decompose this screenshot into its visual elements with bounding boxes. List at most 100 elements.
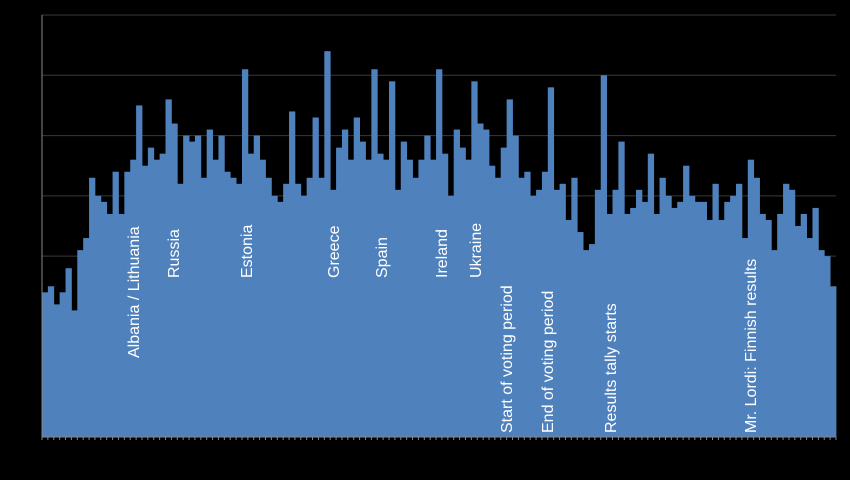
bar [341, 129, 349, 438]
bar [730, 195, 737, 437]
bar [189, 141, 196, 437]
annotation: Ukraine [468, 223, 485, 278]
bar [71, 310, 78, 437]
bar [400, 141, 408, 437]
bar [47, 286, 55, 437]
bar [788, 189, 796, 437]
bar [42, 292, 49, 437]
bar [683, 165, 690, 437]
bar [365, 159, 372, 437]
bar [618, 141, 625, 437]
bar [106, 213, 113, 437]
bar [330, 189, 337, 437]
bar [212, 159, 219, 437]
bar [547, 87, 555, 437]
bar [118, 213, 125, 437]
bar [253, 135, 261, 438]
bar [441, 153, 449, 437]
bar [477, 123, 484, 437]
bar [83, 238, 90, 437]
bar [130, 159, 137, 437]
bar [806, 238, 813, 437]
annotation: Ireland [434, 229, 451, 278]
bar [247, 153, 255, 437]
bar [94, 195, 102, 437]
bar [783, 183, 790, 437]
bar [183, 135, 190, 438]
bar [488, 165, 496, 437]
bar [830, 286, 837, 437]
bar [300, 195, 308, 437]
bar [818, 250, 825, 437]
bar [171, 123, 178, 437]
bar [659, 177, 666, 437]
bar [65, 268, 72, 437]
bar [436, 69, 443, 437]
bar [718, 219, 725, 437]
annotation: Estonia [239, 225, 256, 278]
bar [494, 177, 502, 437]
bar [394, 189, 402, 437]
annotation: Greece [326, 225, 343, 278]
bar [800, 213, 807, 437]
bar [741, 238, 749, 437]
bar [524, 171, 531, 437]
bar [553, 189, 560, 437]
bar [671, 207, 678, 437]
bar [506, 99, 513, 438]
bar [147, 147, 155, 437]
bar [359, 141, 366, 437]
bar [712, 183, 719, 437]
bar [583, 250, 590, 437]
bar [383, 159, 390, 437]
bar [294, 183, 302, 437]
bar [77, 250, 84, 437]
bar [418, 159, 425, 437]
bar [206, 129, 213, 438]
bar [736, 183, 743, 437]
bar [100, 201, 108, 437]
bar [236, 183, 243, 437]
bar [347, 159, 355, 437]
bar [230, 177, 237, 437]
bar [812, 207, 819, 437]
bar [265, 177, 272, 437]
annotation: Spain [374, 237, 391, 278]
bar [389, 81, 396, 438]
bar [53, 304, 61, 437]
bar [165, 99, 172, 438]
bar [459, 147, 466, 437]
bar [636, 189, 643, 437]
bar [353, 117, 360, 437]
annotation: End of voting period [540, 291, 557, 433]
bar [447, 195, 455, 437]
annotation: Results tally starts [603, 303, 620, 433]
bar [577, 232, 584, 437]
bar [624, 213, 631, 437]
bar [612, 189, 619, 437]
bar [759, 213, 766, 437]
bar [694, 201, 702, 437]
bar [665, 195, 672, 437]
bar [412, 177, 419, 437]
bar [424, 135, 431, 438]
bar [471, 81, 478, 438]
bar [371, 69, 378, 437]
bar [324, 51, 331, 438]
bar [777, 213, 784, 437]
bar [771, 250, 778, 437]
bar [588, 244, 596, 437]
bar [177, 183, 184, 437]
bar [430, 159, 437, 437]
bar [136, 105, 143, 437]
bar [565, 219, 572, 437]
bar [277, 201, 284, 437]
bar [306, 177, 313, 437]
bar [153, 159, 161, 437]
bar [483, 129, 490, 438]
annotation: Albania / Lithuania [126, 226, 143, 358]
bar [653, 213, 660, 437]
bar [641, 201, 649, 437]
bar [377, 153, 384, 437]
